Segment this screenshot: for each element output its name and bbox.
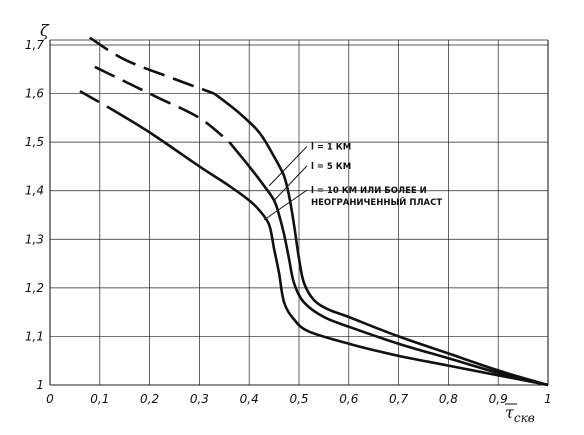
y-tick-label: 1,1 xyxy=(25,329,44,343)
x-tick-label: 0,2 xyxy=(140,392,159,406)
annotation-text: l = 10 КМ ИЛИ БОЛЕЕ И xyxy=(311,186,427,196)
y-tick-label: 1 xyxy=(36,378,44,392)
y-tick-label: 1,6 xyxy=(25,87,44,101)
x-tick-label: 0 xyxy=(46,392,54,406)
series-dashed-segment xyxy=(89,36,215,95)
series-solid-segment xyxy=(109,106,549,387)
annotation-leader-line xyxy=(273,165,308,201)
annotation-1: l = 1 КМ xyxy=(268,142,351,187)
x-tick-label: 0,3 xyxy=(190,392,209,406)
axis-labels: ζ τскв xyxy=(40,21,535,425)
grid-lines xyxy=(49,39,549,386)
tick-labels: 0 0,1 0,2 0,3 0,4 0,5 0,6 0,7 0,8 0,9 1 1 1,1 1,2 1,3 1… xyxy=(25,38,552,406)
annotations: l = 1 КМ l = 5 КМ l = 10 КМ ИЛИ БОЛЕЕ ИНЕО… xyxy=(263,142,442,221)
series-line-1 xyxy=(89,36,549,387)
series-solid-segment xyxy=(213,92,549,387)
series-dashed-segment xyxy=(94,65,231,144)
y-tick-label: 1,2 xyxy=(25,281,44,295)
data-series xyxy=(79,36,549,387)
y-axis-label: ζ xyxy=(40,21,50,40)
x-tick-label: 0,4 xyxy=(240,392,259,406)
series-line-3 xyxy=(79,89,549,387)
x-tick-label: 1 xyxy=(544,392,552,406)
x-tick-label: 0,1 xyxy=(90,392,109,406)
annotation-text: l = 5 КМ xyxy=(311,162,351,172)
y-tick-label: 1,5 xyxy=(25,135,44,149)
x-axis-label-main: τ xyxy=(505,403,515,422)
annotation-text: l = 1 КМ xyxy=(311,142,351,152)
annotation-text: НЕОГРАНИЧЕННЫЙ ПЛАСТ xyxy=(311,196,442,208)
x-tick-label: 0,6 xyxy=(339,392,358,406)
x-tick-label: 0,5 xyxy=(289,392,308,406)
y-tick-label: 1,7 xyxy=(25,38,44,52)
x-tick-label: 0,9 xyxy=(489,392,508,406)
y-tick-label: 1,4 xyxy=(25,184,44,198)
x-tick-label: 0,7 xyxy=(389,392,408,406)
x-tick-label: 0,8 xyxy=(439,392,458,406)
x-axis-label: τскв xyxy=(505,403,535,425)
y-tick-label: 1,3 xyxy=(25,232,44,246)
x-axis-label-subscript: скв xyxy=(514,411,535,425)
series-dashed-segment xyxy=(79,89,111,110)
annotation-2: l = 5 КМ xyxy=(273,162,351,201)
annotation-leader-line xyxy=(268,146,308,187)
series-solid-segment xyxy=(228,141,549,387)
series-line-2 xyxy=(94,65,549,387)
annotation-leader-line xyxy=(263,189,308,221)
